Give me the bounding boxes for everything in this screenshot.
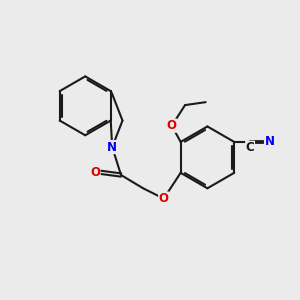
Text: O: O xyxy=(167,119,177,132)
Text: O: O xyxy=(90,166,100,178)
Text: N: N xyxy=(265,135,275,148)
Text: N: N xyxy=(107,141,117,154)
Text: C: C xyxy=(246,141,254,154)
Text: O: O xyxy=(159,192,169,205)
